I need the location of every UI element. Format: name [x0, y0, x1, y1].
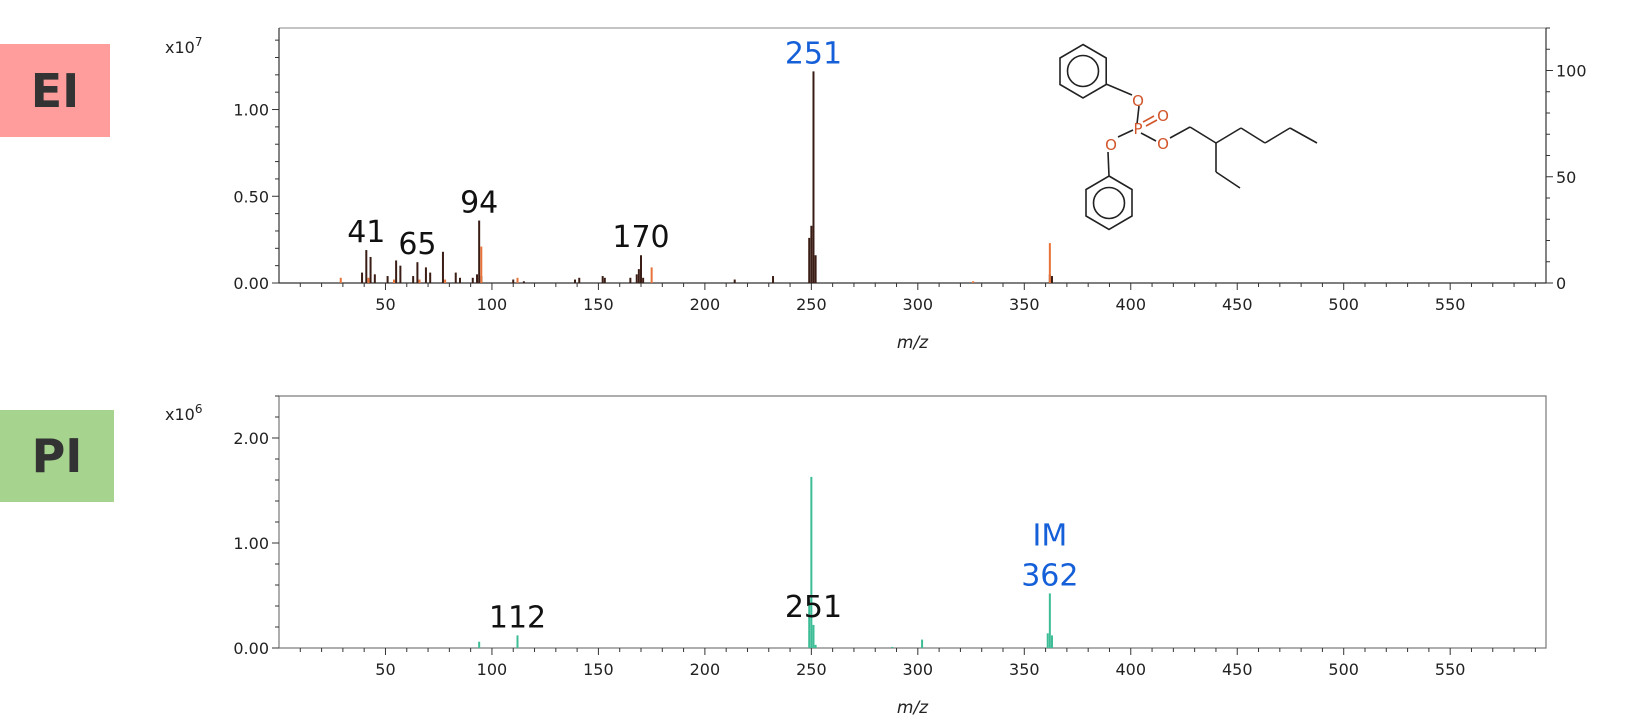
x-tick-label: 150 [583, 295, 614, 314]
x-tick-label: 450 [1222, 660, 1253, 679]
peak-annotation: IM [1032, 518, 1067, 553]
x-tick-label: 450 [1222, 295, 1253, 314]
y-tick-label: 0.00 [233, 639, 269, 658]
x-tick-label: 50 [375, 295, 395, 314]
x-tick-label: 250 [796, 295, 827, 314]
phenyl-ring-top [1059, 43, 1107, 99]
molecule-atom-labels: O O P O O [1105, 92, 1169, 154]
peak-annotation: 170 [612, 220, 669, 255]
x-axis-label: m/z [897, 333, 929, 353]
x-tick-label: 50 [375, 660, 395, 679]
phenyl-ring-bottom [1085, 175, 1133, 231]
atom-label-o4: O [1157, 135, 1169, 153]
y-tick-label: 0.50 [233, 187, 269, 206]
atom-label-o2: O [1157, 107, 1169, 125]
peak-annotation: 251 [785, 590, 842, 625]
x-tick-label: 350 [1009, 660, 1040, 679]
plot-frame [278, 395, 1547, 649]
x-tick-label: 300 [903, 295, 934, 314]
x-tick-label: 500 [1328, 295, 1359, 314]
peak-annotation: 41 [347, 215, 385, 250]
peak-annotation: 65 [398, 227, 436, 262]
x-tick-label: 100 [477, 660, 508, 679]
pi-spectrum-panel: 50 100 150 200 250 300 350 400 450 500 550 0.00 1.00… [165, 395, 1547, 718]
phenyl-ring-bottom-aromatic [1092, 186, 1126, 220]
y-tick-label: 1.00 [233, 101, 269, 120]
y-tick-label: 0.00 [233, 274, 269, 293]
x-tick-label: 550 [1435, 660, 1466, 679]
x-tick-label: 250 [796, 660, 827, 679]
x-tick-label: 200 [690, 295, 721, 314]
ei-spectrum-panel: 50 100 150 200 250 300 350 400 450 500 5500.000.50… [165, 27, 1587, 353]
y-multiplier-label: x106 [165, 402, 202, 424]
atom-label-p: P [1133, 120, 1142, 138]
x-tick-label: 200 [690, 660, 721, 679]
x-axis-label: m/z [897, 698, 929, 718]
x-tick-label: 400 [1115, 660, 1146, 679]
x-tick-label: 300 [903, 660, 934, 679]
pi-badge: PI [0, 410, 114, 502]
x-tick-label: 150 [583, 660, 614, 679]
y-tick-label: 2.00 [233, 429, 269, 448]
x-tick-label: 400 [1115, 295, 1146, 314]
x-tick-label: 550 [1435, 295, 1466, 314]
y-multiplier-label: x107 [165, 35, 202, 57]
x-tick-label: 500 [1328, 660, 1359, 679]
ei-badge: EI [0, 44, 110, 137]
y2-tick-label: 100 [1556, 62, 1587, 81]
atom-label-o1: O [1132, 92, 1144, 110]
x-tick-label: 100 [477, 295, 508, 314]
peak-annotation: 112 [489, 600, 546, 635]
x-tick-label: 350 [1009, 295, 1040, 314]
y2-tick-label: 50 [1556, 168, 1576, 187]
phenyl-ring-top-aromatic [1066, 54, 1100, 88]
atom-label-o3: O [1105, 136, 1117, 154]
molecule-structure [1059, 43, 1318, 231]
peak-annotation: 362 [1021, 558, 1078, 593]
y2-tick-label: 0 [1556, 274, 1566, 293]
peak-annotation: 94 [460, 186, 498, 221]
peak-annotation: 251 [785, 36, 842, 71]
y-tick-label: 1.00 [233, 534, 269, 553]
